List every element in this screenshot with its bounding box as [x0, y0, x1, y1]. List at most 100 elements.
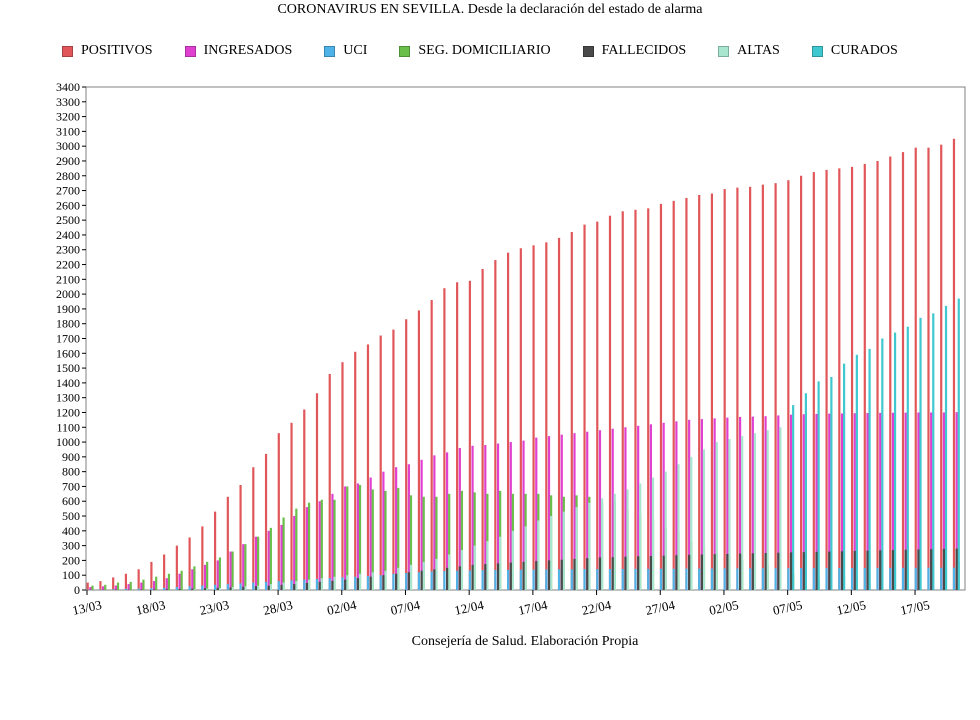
- bar-seg-domiciliario: [155, 576, 158, 590]
- bar-positivos: [277, 433, 280, 590]
- bar-ingresados: [649, 424, 653, 590]
- bar-seg-domiciliario: [231, 551, 234, 590]
- bar-seg-domiciliario: [409, 495, 413, 590]
- bar-curados: [932, 313, 935, 590]
- bar-uci: [456, 570, 459, 590]
- bar-uci: [481, 570, 484, 590]
- bar-positivos: [863, 163, 866, 590]
- bar-positivos: [787, 180, 790, 590]
- bar-uci: [506, 569, 510, 590]
- bar-positivos: [112, 577, 115, 590]
- bar-seg-domiciliario: [167, 573, 171, 590]
- y-tick-label: 3300: [56, 95, 80, 109]
- bar-positivos: [264, 453, 268, 590]
- bar-seg-domiciliario: [422, 496, 425, 590]
- bar-positivos: [761, 184, 764, 590]
- bar-ingresados: [535, 437, 538, 590]
- y-tick-label: 1800: [56, 317, 80, 331]
- bar-seg-domiciliario: [206, 561, 209, 590]
- bar-uci: [698, 568, 701, 590]
- bar-uci: [252, 582, 255, 590]
- bar-curados: [919, 317, 922, 590]
- y-tick-label: 300: [62, 539, 80, 553]
- bar-positivos: [532, 245, 535, 591]
- bar-ingresados: [560, 434, 563, 590]
- bar-seg-domiciliario: [116, 582, 120, 590]
- bar-positivos: [825, 169, 828, 590]
- bar-seg-domiciliario: [435, 496, 438, 590]
- bar-ingresados: [522, 440, 525, 590]
- bar-altas: [397, 567, 400, 590]
- y-tick-label: 2200: [56, 258, 80, 272]
- legend-label: CURADOS: [830, 43, 898, 58]
- bar-positivos: [252, 467, 255, 590]
- bar-altas: [448, 554, 451, 590]
- bar-ingresados: [229, 551, 232, 590]
- bar-positivos: [583, 224, 586, 590]
- bar-ingresados: [293, 516, 296, 590]
- bar-seg-domiciliario: [244, 544, 247, 590]
- bar-positivos: [456, 282, 459, 590]
- y-tick-label: 3200: [56, 110, 80, 124]
- bar-ingresados: [318, 501, 321, 590]
- bar-fallecidos: [458, 566, 461, 590]
- bar-fallecidos: [840, 551, 844, 590]
- bar-fallecidos: [802, 552, 805, 590]
- x-tick-label: 02/04: [326, 597, 359, 618]
- y-tick-label: 2400: [56, 228, 80, 242]
- bar-ingresados: [203, 564, 207, 590]
- bar-altas: [715, 442, 718, 590]
- bar-positivos: [163, 554, 166, 590]
- bar-positivos: [850, 166, 854, 590]
- bar-curados: [944, 305, 948, 590]
- bar-positivos: [379, 335, 382, 590]
- bar-positivos: [685, 197, 688, 590]
- bar-positivos: [213, 511, 217, 590]
- bar-fallecidos: [305, 582, 309, 590]
- bar-altas: [346, 575, 349, 590]
- legend-label: POSITIVOS: [81, 43, 153, 58]
- bar-uci: [124, 588, 128, 590]
- bar-positivos: [201, 526, 204, 590]
- bar-curados: [957, 298, 960, 590]
- x-tick-label: 23/03: [198, 597, 230, 618]
- bar-fallecidos: [879, 550, 882, 590]
- bar-fallecidos: [930, 549, 933, 590]
- bar-uci: [226, 584, 229, 590]
- bar-positivos: [634, 209, 637, 591]
- bar-fallecidos: [318, 581, 321, 590]
- bar-ingresados: [165, 578, 168, 590]
- bar-ingresados: [471, 445, 474, 590]
- bar-positivos: [570, 231, 573, 591]
- bar-seg-domiciliario: [397, 487, 400, 590]
- bar-positivos: [889, 156, 892, 590]
- bar-uci: [710, 568, 714, 590]
- bar-ingresados: [866, 413, 869, 590]
- bar-positivos: [150, 561, 153, 590]
- bar-seg-domiciliario: [473, 492, 476, 590]
- bar-fallecidos: [700, 554, 703, 590]
- y-tick-label: 900: [62, 450, 80, 464]
- bar-fallecidos: [382, 575, 385, 590]
- x-tick-label: 28/03: [262, 597, 294, 618]
- bar-fallecidos: [815, 551, 818, 590]
- bar-ingresados: [611, 428, 614, 590]
- bar-positivos: [596, 221, 599, 590]
- bar-seg-domiciliario: [371, 489, 374, 590]
- bar-uci: [723, 568, 726, 590]
- bar-positivos: [608, 215, 612, 590]
- legend-item: FALLECIDOS: [582, 42, 686, 60]
- bar-altas: [269, 584, 272, 590]
- bar-altas: [371, 572, 374, 590]
- bar-ingresados: [764, 416, 767, 590]
- bar-fallecidos: [917, 549, 920, 590]
- bar-positivos: [799, 175, 803, 590]
- bar-uci: [799, 568, 803, 590]
- bar-positivos: [481, 268, 484, 590]
- bar-fallecidos: [547, 560, 551, 590]
- bar-positivos: [557, 237, 561, 590]
- bar-ingresados: [369, 477, 372, 590]
- bar-positivos: [710, 193, 714, 590]
- bar-positivos: [927, 147, 930, 590]
- bar-positivos: [366, 344, 370, 590]
